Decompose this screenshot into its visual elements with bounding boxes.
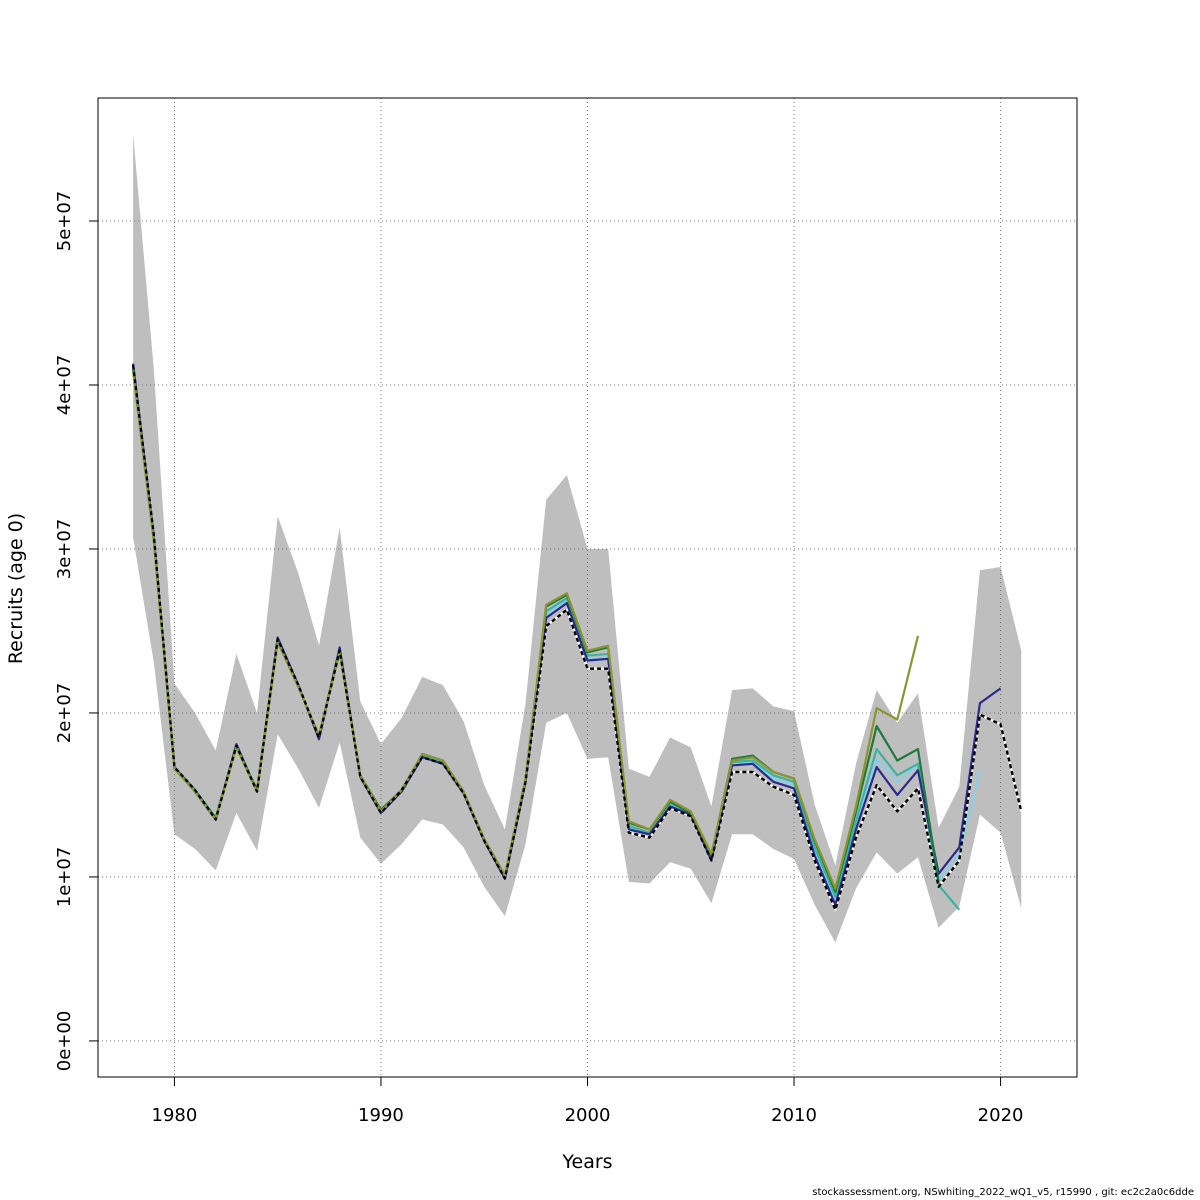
confidence-band-layer xyxy=(133,134,1022,943)
y-tick-label: 2e+07 xyxy=(54,683,75,744)
series-line-6 xyxy=(132,371,920,890)
series-line-4 xyxy=(132,363,1002,906)
series-line-estimate-front xyxy=(132,365,1023,911)
x-tick-label: 2010 xyxy=(771,1105,817,1126)
confidence-band xyxy=(133,134,1022,943)
y-axis: 0e+00 1e+07 2e+07 3e+07 4e+07 5e+07 xyxy=(54,191,98,1071)
x-tick-label: 1990 xyxy=(358,1105,404,1126)
y-tick-label: 3e+07 xyxy=(54,519,75,580)
x-axis: 1980 1990 2000 2010 2020 xyxy=(152,1077,1024,1126)
x-axis-title: Years xyxy=(561,1151,612,1173)
footer-credit: stockassessment.org, NSwhiting_2022_wQ1_… xyxy=(812,1187,1194,1198)
x-tick-label: 2020 xyxy=(978,1105,1024,1126)
x-tick-label: 2000 xyxy=(565,1105,611,1126)
series-layer xyxy=(132,363,1023,911)
y-tick-label: 1e+07 xyxy=(54,847,75,908)
y-axis-title: Recruits (age 0) xyxy=(5,513,27,664)
y-tick-label: 4e+07 xyxy=(54,355,75,416)
y-tick-label: 5e+07 xyxy=(54,191,75,252)
y-tick-label: 0e+00 xyxy=(54,1011,75,1072)
x-tick-label: 1980 xyxy=(152,1105,198,1126)
